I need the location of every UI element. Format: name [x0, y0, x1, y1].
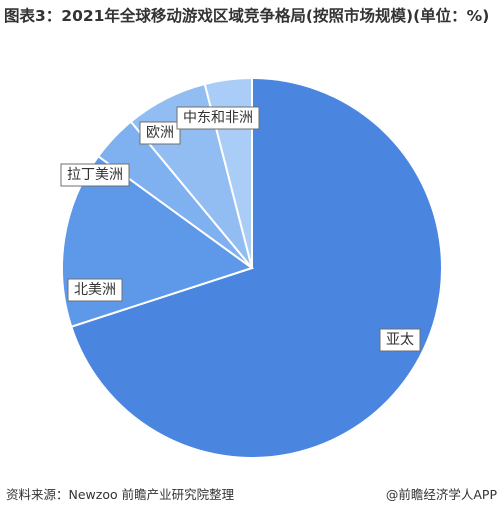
source-note: 资料来源：Newzoo 前瞻产业研究院整理 — [6, 487, 235, 502]
slice-label-text-middle-east-africa: 中东和非洲 — [183, 110, 253, 126]
pie-slices — [61, 76, 443, 459]
slice-label-box-asia-pacific — [379, 328, 421, 352]
slice-label-latin-america: 拉丁美洲 — [60, 163, 130, 187]
slice-label-box-europe — [139, 121, 181, 145]
brand-credit: @前瞻经济学人APP — [385, 487, 497, 502]
slice-label-text-north-america: 北美洲 — [74, 282, 116, 298]
chart-title-text: 图表3：2021年全球移动游戏区域竞争格局(按照市场规模)(单位：%) — [4, 7, 490, 25]
slice-label-text-europe: 欧洲 — [146, 125, 174, 141]
slice-label-text-asia-pacific: 亚太 — [386, 332, 414, 348]
slice-label-middle-east-africa: 中东和非洲 — [176, 106, 260, 130]
slice-label-box-latin-america — [60, 163, 130, 187]
footer: 资料来源：Newzoo 前瞻产业研究院整理 @前瞻经济学人APP — [6, 484, 497, 502]
slice-label-box-north-america — [67, 278, 123, 302]
slice-label-asia-pacific: 亚太 — [379, 328, 421, 352]
slice-label-text-latin-america: 拉丁美洲 — [67, 167, 123, 183]
chart-title: 图表3：2021年全球移动游戏区域竞争格局(按照市场规模)(单位：%) — [4, 6, 500, 27]
slice-label-europe: 欧洲 — [139, 121, 181, 145]
slice-label-north-america: 北美洲 — [67, 278, 123, 302]
slice-label-box-middle-east-africa — [176, 106, 260, 130]
pie-slice-asia-pacific — [70, 76, 443, 459]
